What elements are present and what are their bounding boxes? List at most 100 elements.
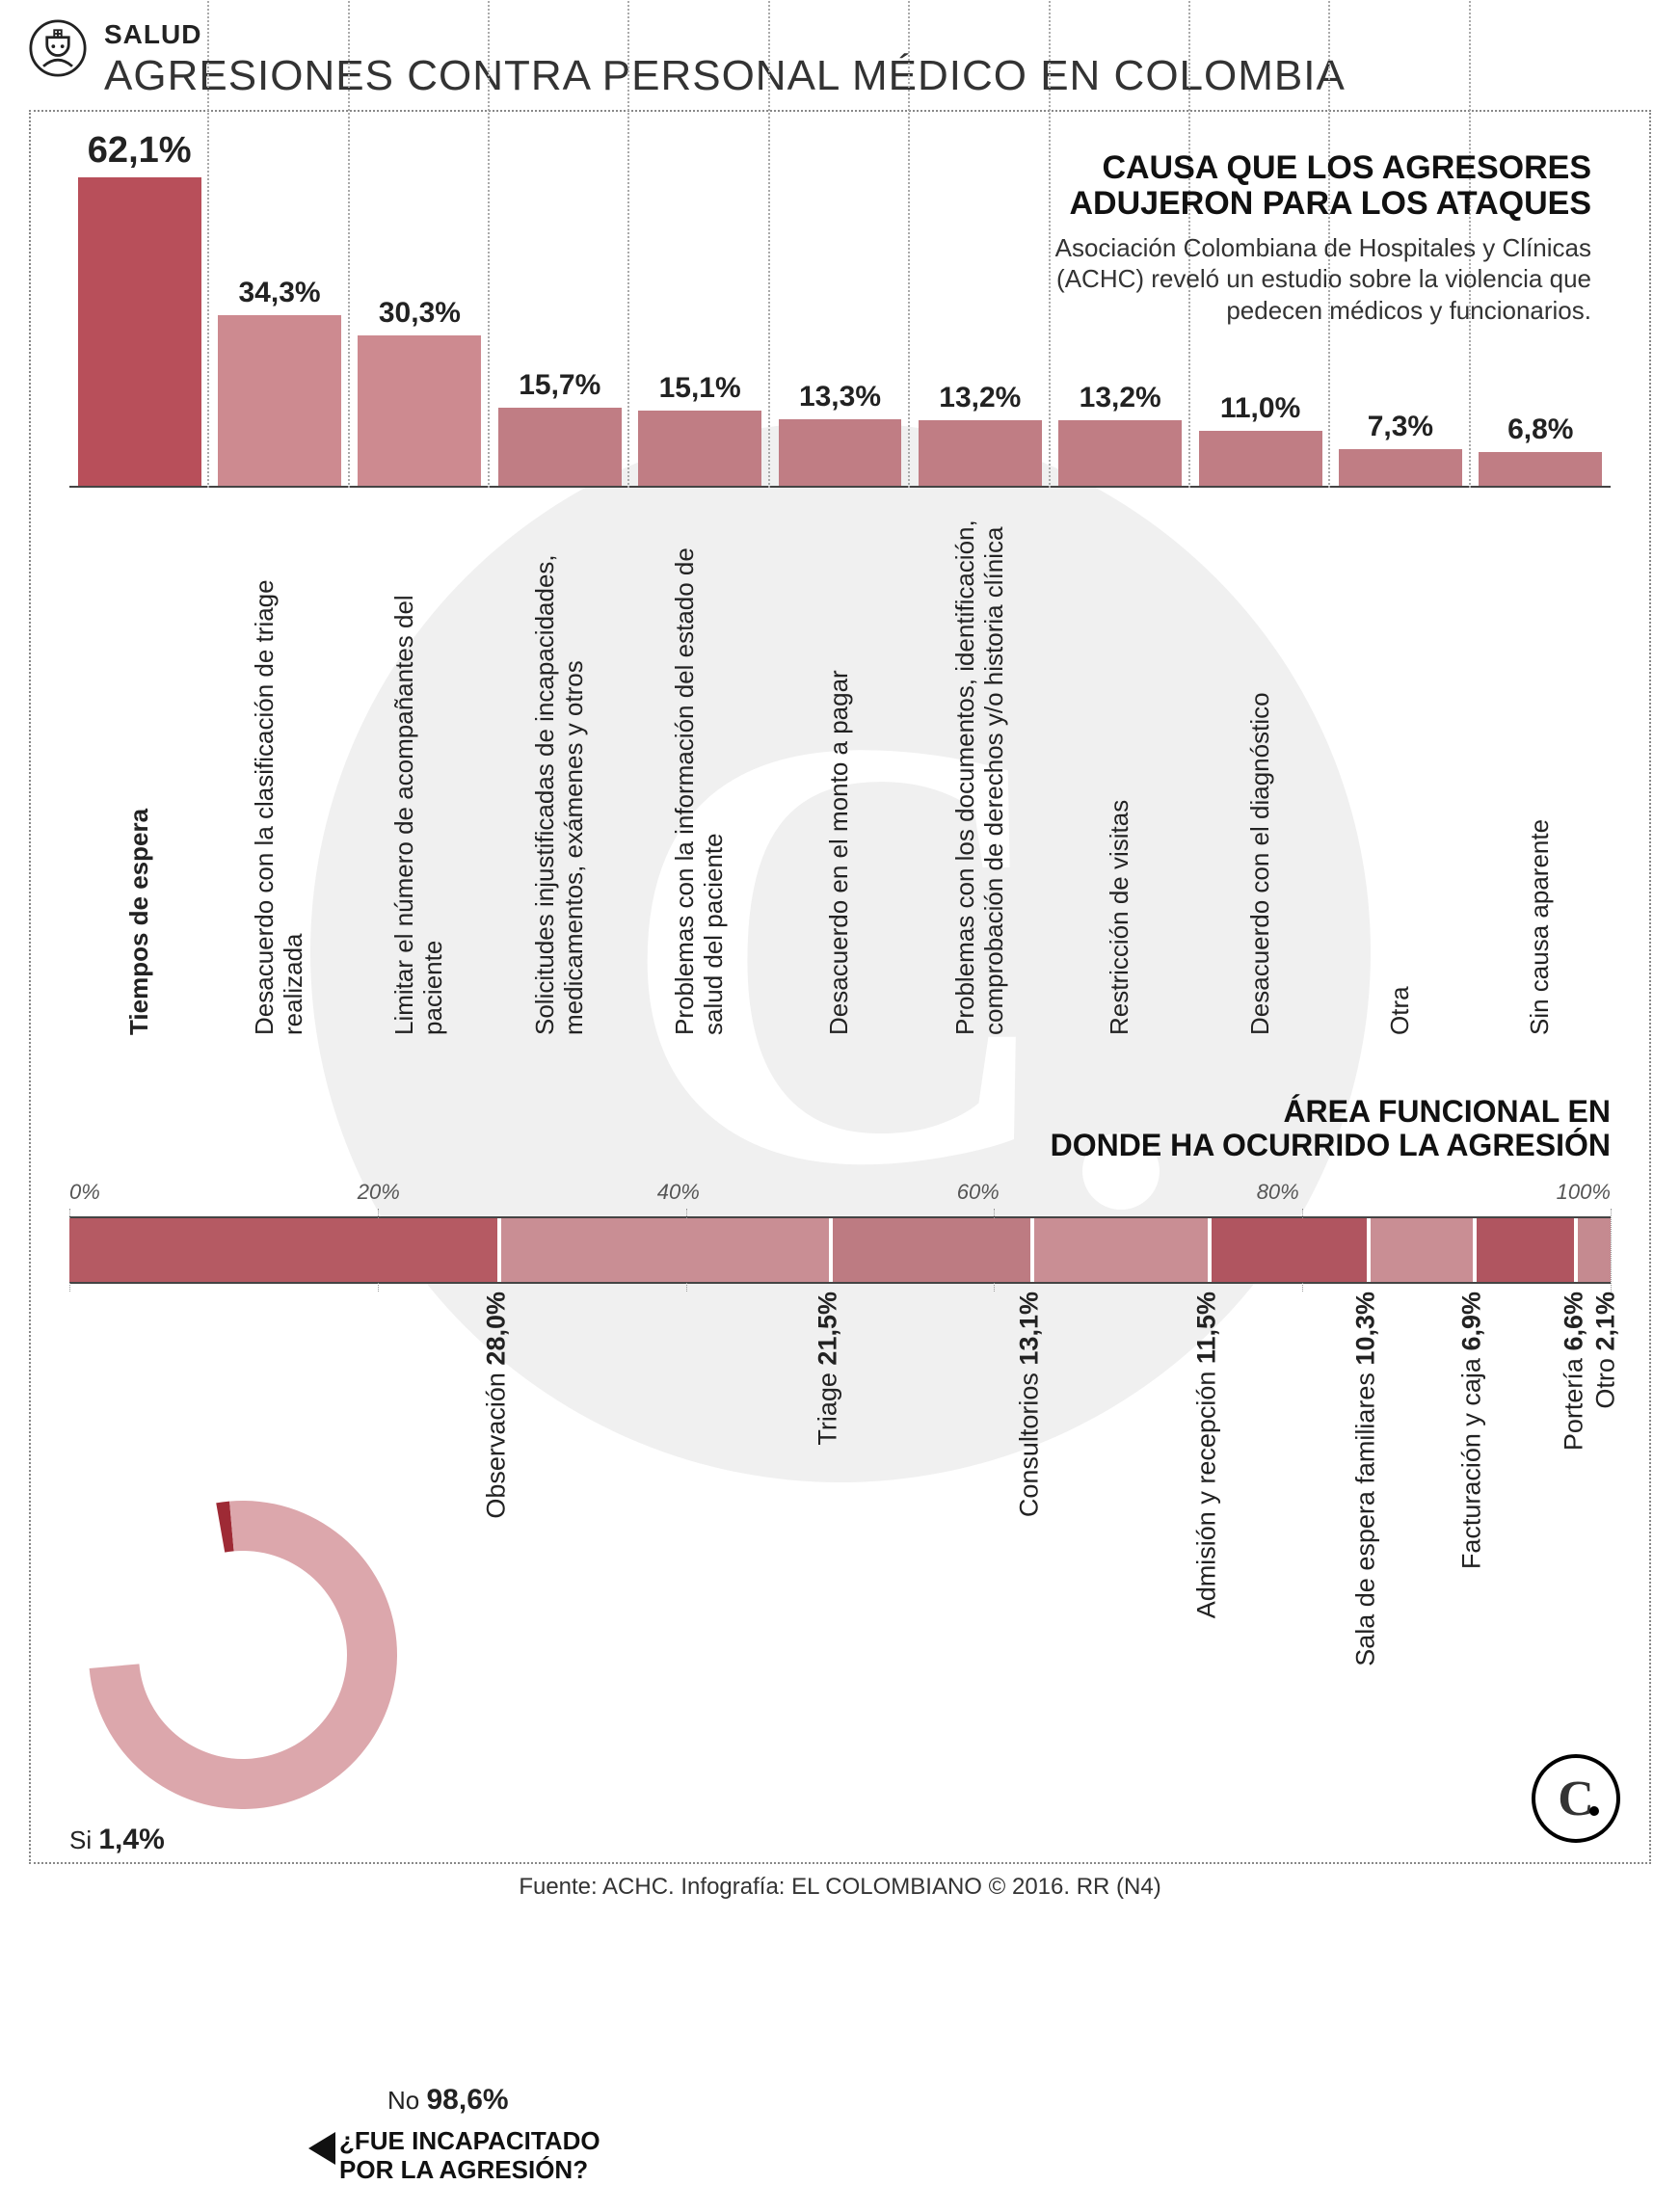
donut-chart: [69, 1481, 416, 1828]
stacked-segment: [1212, 1218, 1371, 1282]
bar-label-slot: Otra: [1330, 495, 1470, 1054]
source-line: Fuente: ACHC. Infografía: EL COLOMBIANO …: [0, 1874, 1680, 1901]
stacked-label: Consultorios 13,1%: [1015, 1292, 1045, 1517]
bar: [1479, 452, 1602, 486]
category-label: SALUD: [104, 19, 1651, 50]
bar-value: 13,3%: [799, 381, 881, 413]
nurse-icon: [29, 19, 87, 77]
bar-slot: 13,3%: [770, 381, 910, 486]
stacked-label: Triage 21,5%: [813, 1292, 842, 1446]
bar-slot: 6,8%: [1471, 413, 1611, 486]
bar-label: Limitar el número de acompañantes del pa…: [391, 495, 449, 1035]
bar: [779, 419, 902, 486]
bar-slot: 15,1%: [629, 372, 769, 486]
caption-title-l1: CAUSA QUE LOS AGRESORES: [1102, 149, 1591, 186]
publisher-logo: C: [1532, 1754, 1620, 1843]
scale-label: 60%: [957, 1180, 1000, 1205]
bar-value: 34,3%: [239, 277, 321, 309]
stacked-title-l1: ÁREA FUNCIONAL EN: [1283, 1094, 1611, 1129]
donut-si-text: Si: [69, 1825, 92, 1854]
stacked-segment: [1477, 1218, 1579, 1282]
donut-no-pct: 98,6%: [426, 2084, 508, 2116]
scale-tick: [1611, 1209, 1612, 1292]
scale-label: 40%: [657, 1180, 700, 1205]
bar-value: 30,3%: [379, 297, 461, 330]
stacked-segment: [1371, 1218, 1477, 1282]
bar-label: Desacuerdo con el diagnóstico: [1246, 495, 1275, 1035]
bar: [1058, 420, 1182, 486]
stacked-label: Facturación y caja 6,9%: [1457, 1292, 1487, 1569]
stacked-title-l2: DONDE HA OCURRIDO LA AGRESIÓN: [1051, 1128, 1611, 1162]
bar-label-slot: Problemas con la información del estado …: [629, 495, 769, 1054]
bar-slot: 62,1%: [69, 130, 209, 486]
donut-arc: [90, 1501, 397, 1809]
bar-slot: 34,3%: [209, 277, 349, 486]
bar-value: 6,8%: [1507, 413, 1573, 446]
bar: [218, 315, 341, 486]
bar-value: 13,2%: [939, 382, 1021, 414]
bar-label: Problemas con los documentos, identifica…: [951, 495, 1009, 1035]
bar-label-slot: Desacuerdo con la clasificación de triag…: [209, 495, 349, 1054]
bar-label: Otra: [1386, 495, 1415, 1035]
donut-question-l2: POR LA AGRESIÓN?: [339, 2155, 588, 2184]
scale-label: 80%: [1257, 1180, 1299, 1205]
caption-desc: Asociación Colombiana de Hospitales y Cl…: [974, 232, 1591, 327]
stacked-segment: [69, 1218, 501, 1282]
stacked-label: Portería 6,6%: [1559, 1292, 1588, 1451]
bar-value: 15,7%: [519, 369, 600, 402]
bar-label: Problemas con la información del estado …: [671, 495, 729, 1035]
stacked-bar: [69, 1216, 1611, 1284]
bar-slot: 30,3%: [350, 297, 490, 486]
stacked-label: Sala de espera familiares 10,3%: [1350, 1292, 1380, 1666]
bar-value: 13,2%: [1080, 382, 1161, 414]
main-title: AGRESIONES CONTRA PERSONAL MÉDICO EN COL…: [104, 52, 1651, 100]
scale-label: 20%: [358, 1180, 400, 1205]
scale-label: 0%: [69, 1180, 100, 1205]
donut-si-label: Si 1,4%: [69, 1824, 165, 1856]
bar-slot: 7,3%: [1330, 411, 1470, 486]
bar-value: 62,1%: [88, 130, 192, 172]
donut-block: Si 1,4% No 98,6% ¿FUE INCAPACITADO POR L…: [69, 1481, 667, 1833]
bar-label-slot: Desacuerdo con el diagnóstico: [1190, 495, 1330, 1054]
scale-label: 100%: [1557, 1180, 1611, 1205]
bar: [638, 411, 761, 486]
bar-label: Tiempos de espera: [125, 495, 154, 1035]
scale-grid: [69, 1209, 1611, 1216]
bar-slot: 15,7%: [490, 369, 629, 486]
bar: [1199, 431, 1322, 486]
bar-label-slot: Limitar el número de acompañantes del pa…: [350, 495, 490, 1054]
caption-block: CAUSA QUE LOS AGRESORES ADUJERON PARA LO…: [974, 150, 1591, 326]
bar: [78, 177, 201, 486]
donut-no-text: No: [387, 2086, 419, 2115]
bar-labels-row: Tiempos de espera Desacuerdo con la clasi…: [69, 495, 1611, 1054]
bar-value: 7,3%: [1368, 411, 1433, 443]
caption-title: CAUSA QUE LOS AGRESORES ADUJERON PARA LO…: [974, 150, 1591, 223]
header-text: SALUD AGRESIONES CONTRA PERSONAL MÉDICO …: [104, 19, 1651, 100]
bar-slot: 13,2%: [910, 382, 1050, 486]
caption-title-l2: ADUJERON PARA LOS ATAQUES: [1069, 185, 1591, 222]
stacked-segment: [833, 1218, 1034, 1282]
header: SALUD AGRESIONES CONTRA PERSONAL MÉDICO …: [0, 0, 1680, 110]
bar-label-slot: Restricción de visitas: [1051, 495, 1190, 1054]
bar-value: 15,1%: [659, 372, 741, 405]
bar-label-slot: Desacuerdo en el monto a pagar: [770, 495, 910, 1054]
bar: [1339, 449, 1462, 486]
bar-label: Desacuerdo en el monto a pagar: [826, 495, 855, 1035]
stacked-segment: [501, 1218, 833, 1282]
bar-label-slot: Sin causa aparente: [1471, 495, 1611, 1054]
donut-question: ¿FUE INCAPACITADO POR LA AGRESIÓN?: [339, 2127, 686, 2185]
donut-question-l1: ¿FUE INCAPACITADO: [339, 2126, 600, 2155]
stacked-label: Admisión y recepción 11,5%: [1192, 1292, 1222, 1618]
arrow-left-icon: [308, 2132, 337, 2170]
bar-label: Desacuerdo con la clasificación de triag…: [251, 495, 308, 1035]
bar-slot: 13,2%: [1051, 382, 1190, 486]
content-box: C CAUSA QUE LOS AGRESORES ADUJERON PARA …: [29, 110, 1651, 1864]
stacked-segment: [1578, 1218, 1611, 1282]
bar: [358, 335, 481, 486]
logo-dot-icon: [1589, 1806, 1599, 1816]
bar-label: Restricción de visitas: [1106, 495, 1134, 1035]
bar-label-slot: Solicitudes injustificadas de incapacida…: [490, 495, 629, 1054]
donut-si-pct: 1,4%: [98, 1824, 164, 1855]
stacked-title: ÁREA FUNCIONAL EN DONDE HA OCURRIDO LA A…: [69, 1095, 1611, 1162]
bar-label: Solicitudes injustificadas de incapacida…: [531, 495, 589, 1035]
